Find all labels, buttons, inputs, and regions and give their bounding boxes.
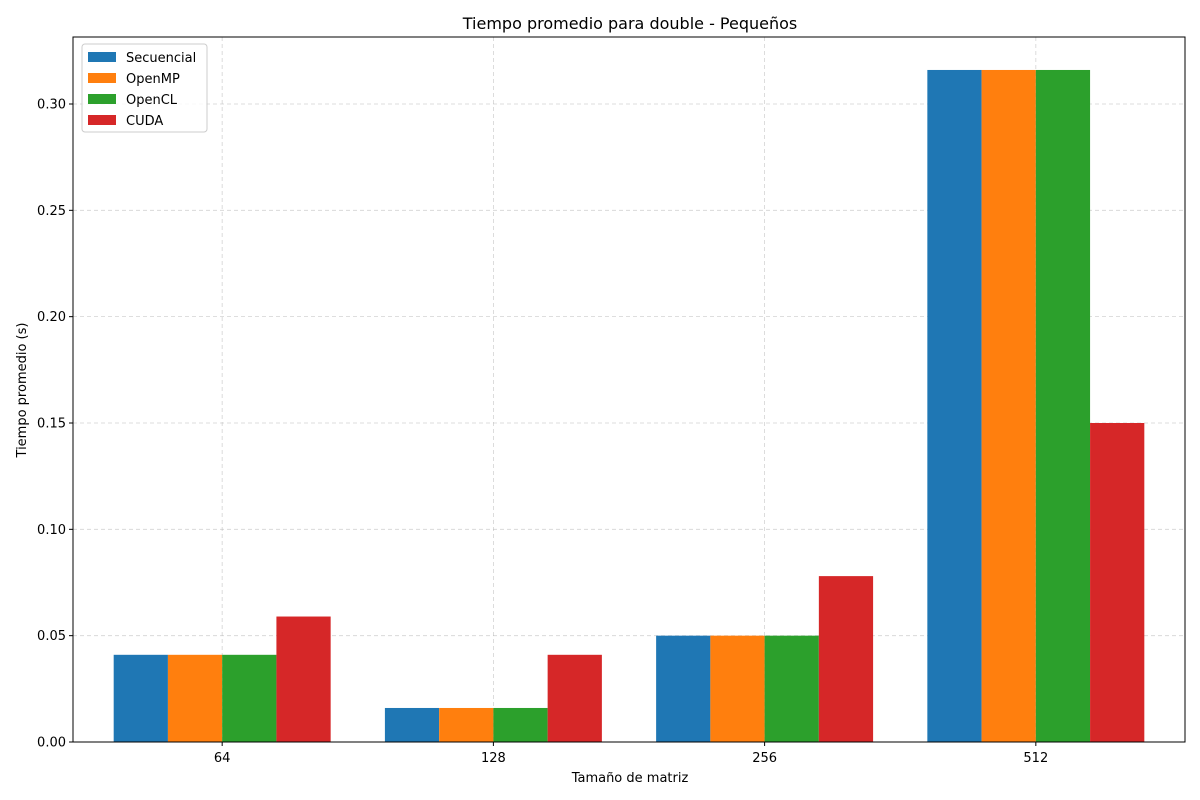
plot-frame	[72, 36, 1186, 743]
y-tick-label: 0.15	[37, 416, 66, 431]
bar-cuda-64	[276, 616, 331, 742]
legend-swatch-opencl	[88, 94, 116, 104]
bar-opencl-512	[1035, 69, 1091, 742]
y-tick-label: 0.00	[37, 736, 66, 751]
bar-opencl-128	[493, 707, 548, 742]
legend: Secuencial OpenMP OpenCL CUDA	[81, 43, 208, 133]
y-tick-label: 0.30	[37, 97, 66, 112]
bars	[113, 69, 1145, 742]
y-axis-label: Tiempo promedio (s)	[15, 323, 30, 459]
legend-label-cuda: CUDA	[126, 114, 163, 129]
bar-openmp-512	[981, 69, 1036, 742]
y-tick-label: 0.20	[37, 310, 66, 325]
x-tick-label: 512	[1023, 751, 1048, 766]
legend-label-openmp: OpenMP	[126, 72, 180, 87]
legend-label-opencl: OpenCL	[126, 93, 178, 108]
bar-secuencial-128	[384, 707, 440, 742]
bar-secuencial-64	[113, 654, 168, 742]
bar-cuda-512	[1090, 422, 1145, 742]
y-tick-label: 0.10	[37, 523, 66, 538]
y-tick-label: 0.25	[37, 204, 66, 219]
bar-openmp-64	[167, 654, 223, 742]
bar-cuda-128	[547, 654, 602, 742]
legend-swatch-cuda	[88, 115, 116, 125]
legend-swatch-secuencial	[88, 52, 116, 62]
bar-openmp-128	[439, 707, 494, 742]
bar-cuda-256	[818, 576, 874, 742]
x-axis-ticks: 64 128 256 512	[214, 742, 1048, 766]
y-axis-ticks: 0.00 0.05 0.10 0.15 0.20 0.25 0.30	[37, 97, 73, 751]
bar-secuencial-256	[656, 635, 711, 742]
bar-opencl-256	[764, 635, 819, 742]
grid-lines	[73, 37, 1185, 743]
x-tick-label: 128	[481, 751, 506, 766]
y-tick-label: 0.05	[37, 629, 66, 644]
bar-secuencial-512	[927, 69, 982, 742]
legend-swatch-openmp	[88, 73, 116, 83]
legend-box	[81, 43, 208, 133]
legend-label-secuencial: Secuencial	[126, 51, 196, 66]
chart-title: Tiempo promedio para double - Pequeños	[462, 14, 798, 33]
bar-opencl-64	[222, 654, 277, 742]
bar-openmp-256	[710, 635, 765, 742]
x-tick-label: 64	[214, 751, 231, 766]
x-axis-label: Tamaño de matriz	[571, 771, 689, 786]
x-tick-label: 256	[752, 751, 777, 766]
